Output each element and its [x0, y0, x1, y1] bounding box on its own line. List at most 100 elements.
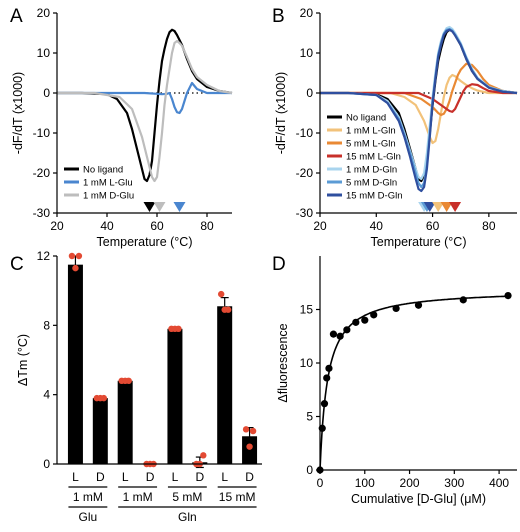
conc-label: 1 mM: [73, 490, 103, 504]
y-tick-label: -30: [33, 206, 51, 220]
data-point: [336, 332, 344, 340]
series-line: [57, 28, 233, 183]
tm-marker: [143, 202, 156, 212]
y-tick-label: -30: [296, 206, 314, 220]
panel-letter: C: [10, 254, 24, 275]
category-label: L: [122, 470, 129, 484]
data-point: [72, 264, 79, 272]
conc-label: 5 mM: [172, 490, 202, 504]
data-point: [249, 427, 257, 435]
bar: [92, 398, 108, 464]
series-line: [320, 73, 517, 145]
data-point: [68, 252, 76, 260]
legend-label: 1 mM L-Gln: [346, 126, 396, 137]
x-tick-label: 20: [50, 219, 64, 233]
y-axis-label: -dF/dT (x1000): [274, 72, 288, 154]
x-tick-label: 40: [370, 219, 384, 233]
conc-label: 1 mM: [123, 490, 153, 504]
x-tick-label: 100: [355, 476, 375, 490]
data-point: [320, 400, 329, 408]
x-tick-label: 60: [426, 219, 440, 233]
y-tick-label: -20: [296, 166, 314, 180]
y-tick-label: -10: [33, 126, 51, 140]
legend-label: 5 mM D-Gln: [346, 178, 397, 189]
data-point: [329, 330, 338, 338]
y-tick-label: 0: [43, 457, 50, 471]
data-point: [75, 252, 83, 260]
y-tick-label: 0: [43, 86, 50, 100]
legend-label: 15 mM L-Gln: [346, 152, 401, 163]
y-tick-label: -20: [33, 166, 51, 180]
data-point: [224, 306, 232, 313]
legend-label: 15 mM D-Gln: [346, 191, 402, 202]
y-axis-label: ΔTm (°C): [16, 334, 30, 386]
tm-marker: [423, 202, 436, 212]
series-line: [320, 83, 517, 113]
legend-label: 1 mM D-Glu: [83, 191, 134, 202]
x-tick-label: 80: [482, 219, 496, 233]
panel-letter: B: [272, 6, 285, 27]
category-label: L: [172, 470, 179, 484]
tm-marker: [449, 202, 462, 212]
y-axis-label: Δfluorescence: [276, 323, 290, 402]
x-tick-label: 300: [444, 476, 464, 490]
data-point: [504, 291, 512, 300]
group-label: Gln: [178, 510, 197, 524]
series-line: [320, 62, 518, 117]
tm-marker: [153, 202, 166, 212]
y-tick-label: 12: [37, 249, 51, 263]
y-axis-label: -dF/dT (x1000): [11, 72, 25, 154]
bar: [167, 328, 183, 464]
series-line: [57, 81, 232, 115]
panel-c: C L D L D L D L D 0 4 8 12 ΔTm (°C) 1 mM 1 mM 5 mM 15 mM G…: [10, 249, 262, 524]
conc-label: 15 mM: [219, 490, 256, 504]
y-tick-label: 10: [300, 356, 314, 370]
data-point: [242, 426, 250, 433]
legend-label: 1 mM D-Gln: [346, 165, 397, 176]
y-tick-label: 4: [43, 388, 50, 402]
y-tick-label: 5: [306, 410, 313, 424]
x-tick-label: 60: [150, 219, 164, 233]
data-point: [343, 326, 351, 334]
category-label: L: [72, 470, 79, 484]
category-label: D: [245, 470, 254, 484]
data-point: [325, 364, 333, 372]
tm-marker: [432, 202, 445, 212]
tm-marker: [440, 202, 453, 212]
data-point: [361, 316, 369, 324]
legend-label: 5 mM L-Gln: [346, 139, 396, 150]
bar: [67, 264, 83, 464]
legend-label: 1 mM L-Glu: [83, 178, 133, 189]
data-point: [352, 318, 360, 326]
data-point: [414, 301, 423, 309]
panel-letter: A: [10, 6, 23, 27]
bar: [117, 380, 133, 464]
data-point: [217, 290, 225, 298]
category-label: L: [221, 470, 228, 484]
y-tick-label: 10: [300, 46, 314, 60]
category-label: D: [96, 470, 105, 484]
x-tick-label: 20: [313, 219, 327, 233]
data-point: [392, 304, 400, 313]
data-point: [125, 377, 132, 384]
fit-curve: [319, 295, 508, 471]
category-label: D: [195, 470, 204, 484]
series-line: [320, 28, 518, 193]
legend-label: No ligand: [346, 113, 386, 124]
panel-b: B -30 -20 -10 0 10 20 20 40 60 80 Temperature (°C) -…: [272, 6, 518, 249]
data-point: [323, 374, 331, 382]
data-point: [200, 452, 207, 459]
y-tick-label: 0: [306, 463, 313, 477]
group-label: Glu: [79, 510, 98, 524]
x-axis-label: Temperature (°C): [97, 235, 193, 249]
data-point: [175, 325, 182, 332]
y-tick-label: 10: [37, 46, 51, 60]
legend-label: No ligand: [83, 165, 123, 176]
series-line: [57, 39, 233, 183]
y-tick-label: 20: [37, 6, 51, 20]
x-tick-label: 200: [400, 476, 420, 490]
x-tick-label: 0: [317, 476, 324, 490]
x-tick-label: 80: [200, 219, 214, 233]
